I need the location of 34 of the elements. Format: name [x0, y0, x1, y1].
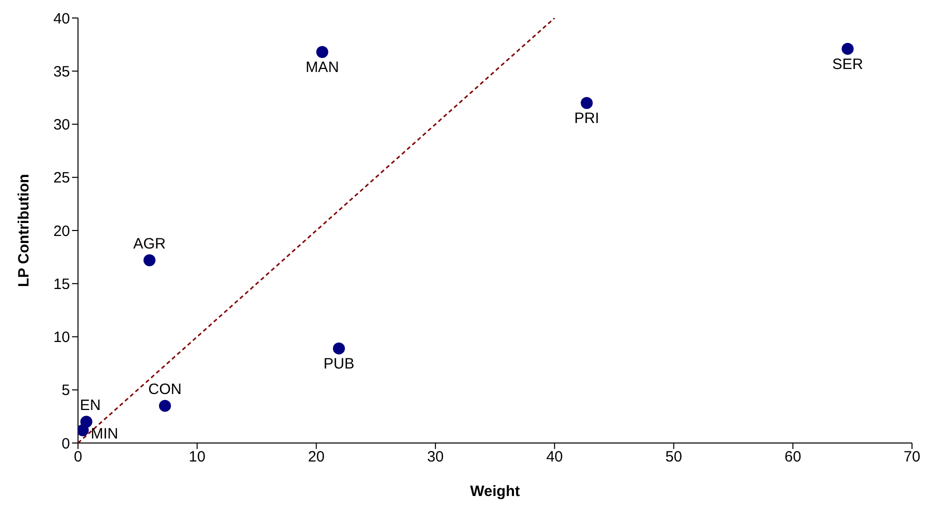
annotation: SER: [832, 56, 864, 73]
x-tick-label: 0: [74, 448, 82, 466]
x-tick-label: 70: [904, 448, 920, 466]
point: [580, 97, 593, 109]
point: [842, 42, 854, 55]
y-tick-label: 20: [53, 222, 70, 240]
x-tick-label: 10: [188, 448, 206, 466]
annotation: CON: [148, 380, 182, 398]
annotation: PRI: [574, 110, 600, 127]
point: [78, 424, 89, 436]
x-tick-label: 60: [784, 448, 802, 466]
y-tick-label: 10: [53, 329, 70, 346]
annotation: PUB: [324, 355, 354, 372]
y-tick-label: 25: [53, 170, 70, 187]
y-axis-title: LP Contribution: [15, 174, 32, 288]
y-tick-label: 0: [62, 435, 70, 452]
x-tick-label: 40: [546, 448, 563, 466]
y-tick-label: 5: [62, 382, 70, 400]
point: [143, 254, 156, 266]
x-tick-label: 50: [665, 448, 682, 466]
annotation: MIN: [90, 425, 118, 442]
point: [332, 342, 345, 354]
y-tick-label: 35: [53, 63, 70, 80]
x-tick-label: 20: [308, 448, 325, 466]
y-tick-label: 40: [53, 10, 70, 28]
y-tick-label: 30: [53, 116, 70, 134]
annotation: AGR: [133, 235, 166, 252]
annotation: EN: [80, 396, 101, 414]
x-axis-title: Weight: [470, 483, 520, 500]
point: [158, 400, 171, 412]
y-tick-label: 15: [53, 276, 70, 293]
point: [316, 46, 328, 58]
annotation: MAN: [306, 59, 339, 76]
x-tick-label: 30: [427, 448, 444, 466]
